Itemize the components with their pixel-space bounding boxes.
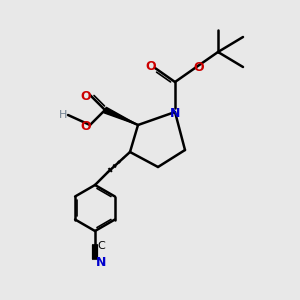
Polygon shape (104, 107, 138, 125)
Text: O: O (81, 120, 91, 133)
Text: C: C (97, 241, 105, 251)
Text: H: H (59, 110, 67, 120)
Text: O: O (146, 60, 156, 73)
Text: O: O (81, 90, 91, 103)
Text: N: N (170, 107, 180, 120)
Text: O: O (194, 61, 204, 74)
Text: N: N (96, 256, 106, 269)
